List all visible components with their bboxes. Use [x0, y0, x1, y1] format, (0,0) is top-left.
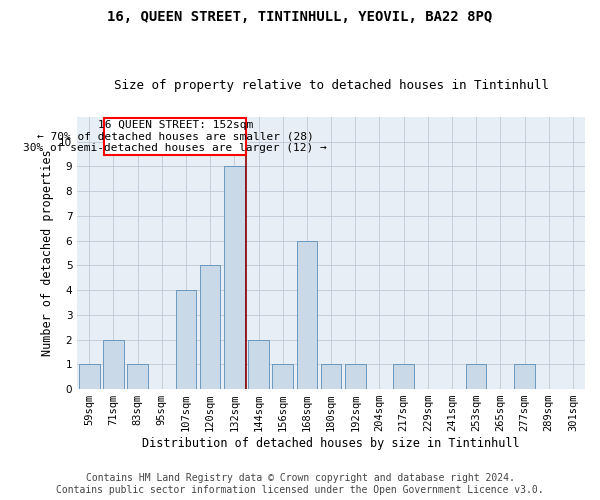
Bar [224, 166, 245, 389]
Text: 30% of semi-detached houses are larger (12) →: 30% of semi-detached houses are larger (… [23, 143, 327, 153]
Bar [394, 364, 414, 389]
Bar [176, 290, 196, 389]
Text: Contains HM Land Registry data © Crown copyright and database right 2024.
Contai: Contains HM Land Registry data © Crown c… [56, 474, 544, 495]
Bar [200, 266, 220, 389]
Text: 16 QUEEN STREET: 152sqm: 16 QUEEN STREET: 152sqm [98, 120, 253, 130]
Bar [296, 240, 317, 389]
Title: Size of property relative to detached houses in Tintinhull: Size of property relative to detached ho… [113, 79, 548, 92]
Bar [466, 364, 487, 389]
FancyBboxPatch shape [104, 118, 247, 155]
Text: 16, QUEEN STREET, TINTINHULL, YEOVIL, BA22 8PQ: 16, QUEEN STREET, TINTINHULL, YEOVIL, BA… [107, 10, 493, 24]
Bar [248, 340, 269, 389]
X-axis label: Distribution of detached houses by size in Tintinhull: Distribution of detached houses by size … [142, 437, 520, 450]
Bar [345, 364, 365, 389]
Bar [127, 364, 148, 389]
Bar [272, 364, 293, 389]
Bar [514, 364, 535, 389]
Bar [321, 364, 341, 389]
Bar [103, 340, 124, 389]
Text: ← 70% of detached houses are smaller (28): ← 70% of detached houses are smaller (28… [37, 132, 314, 141]
Bar [79, 364, 100, 389]
Y-axis label: Number of detached properties: Number of detached properties [41, 150, 53, 356]
